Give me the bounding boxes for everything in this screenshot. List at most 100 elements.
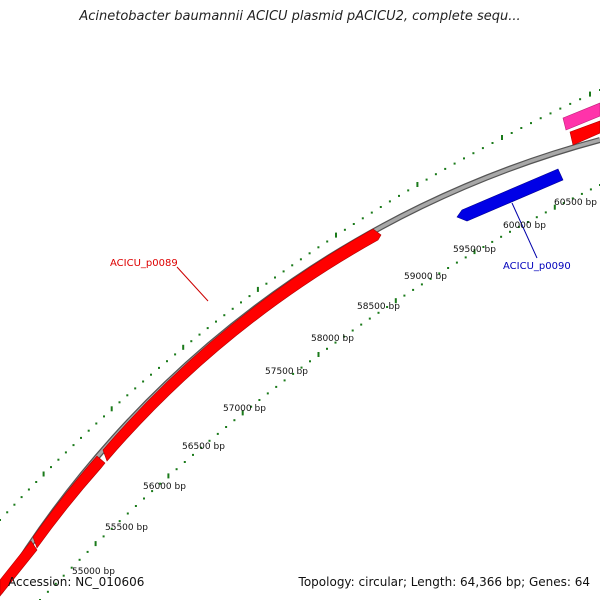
backbone-circle	[0, 138, 600, 593]
gc-dot	[500, 235, 503, 238]
gc-dot	[388, 200, 391, 203]
gc-dot	[491, 142, 494, 144]
gc-dot	[50, 466, 52, 469]
gc-dot	[275, 385, 278, 388]
gc-dot	[501, 135, 503, 140]
gc-dot	[569, 102, 572, 105]
gc-dot	[158, 366, 160, 369]
gc-dot	[447, 267, 450, 269]
tick-label: 58500 bp	[357, 302, 400, 312]
gc-dot	[473, 249, 476, 255]
gc-dot	[241, 410, 244, 416]
gc-dot	[463, 157, 465, 160]
gc-dot	[134, 505, 137, 507]
gc-dot	[553, 204, 556, 210]
gene-arrow-p0092[interactable]	[562, 102, 600, 131]
gene-arrow-acicu-p0090[interactable]	[456, 168, 564, 222]
gc-dot	[57, 458, 60, 461]
gc-dot	[6, 511, 9, 514]
gc-dot	[352, 223, 355, 225]
gc-dot	[530, 122, 532, 125]
gc-dot	[134, 387, 137, 390]
gc-dot	[334, 341, 337, 344]
gc-dot	[231, 307, 234, 310]
gc-dot	[562, 202, 565, 204]
gc-dot	[167, 473, 170, 479]
gc-dot	[143, 497, 145, 500]
gc-dot	[526, 221, 529, 223]
gc-dot	[326, 240, 329, 243]
gc-dot	[282, 270, 285, 273]
gc-dot	[472, 152, 475, 155]
gc-dot	[535, 216, 538, 219]
gc-dot	[95, 422, 98, 425]
gc-dot	[102, 535, 105, 538]
gene-arrow-p0088[interactable]	[32, 455, 106, 549]
gc-dot	[517, 225, 520, 228]
gc-dot	[309, 360, 311, 363]
gc-dot	[317, 352, 320, 357]
gc-dot	[118, 401, 121, 404]
gc-dot	[379, 206, 382, 208]
gc-dot	[142, 380, 145, 383]
gc-dot	[580, 192, 583, 195]
tick-label: 59000 bp	[404, 272, 447, 282]
gc-dot	[351, 329, 354, 332]
gc-dot	[86, 550, 89, 553]
gc-dot	[13, 503, 16, 506]
gc-dot	[386, 306, 389, 308]
gc-dot	[200, 446, 203, 449]
gc-dot	[250, 405, 253, 408]
gc-dot	[216, 432, 219, 435]
tick-label: 56500 bp	[182, 442, 225, 452]
gc-dot	[198, 333, 201, 336]
gene-arrow-acicu-p0089[interactable]	[102, 228, 382, 462]
gc-dot	[80, 436, 82, 439]
summary-text: Topology: circular; Length: 64,366 bp; G…	[298, 575, 590, 589]
gc-dot	[62, 574, 65, 577]
gc-dot	[509, 230, 511, 233]
gc-dot	[579, 98, 582, 101]
gc-dot	[416, 182, 419, 187]
gc-dot	[0, 519, 1, 521]
gc-dot	[240, 301, 242, 304]
gc-dot	[54, 582, 57, 585]
gc-dot	[403, 294, 406, 297]
gc-dot	[434, 173, 437, 176]
gc-dot	[258, 399, 261, 401]
accession-text: Accession: NC_010606	[8, 575, 145, 589]
gc-dot	[110, 406, 113, 412]
gc-dot	[370, 211, 373, 214]
gc-dot	[72, 444, 75, 447]
gc-inner-ring	[39, 184, 600, 600]
gc-dot	[266, 392, 269, 395]
label-line-acicu-p0089	[176, 266, 209, 302]
gc-dot	[225, 426, 228, 428]
gc-dot	[265, 282, 268, 285]
tick-label: 60000 bp	[503, 221, 546, 231]
gene-arrow-p0091[interactable]	[569, 120, 600, 146]
gc-dot	[398, 194, 400, 197]
gene-label-acicu-p0089[interactable]: ACICU_p0089	[110, 258, 178, 269]
gc-dot	[412, 288, 415, 291]
gene-label-acicu-p0090[interactable]: ACICU_p0090	[503, 261, 571, 272]
gc-dot	[589, 188, 592, 191]
gc-dot	[317, 246, 320, 249]
gc-dot	[571, 197, 574, 200]
gc-dot	[343, 335, 346, 338]
gc-dot	[110, 527, 113, 530]
tick-label: 57500 bp	[265, 367, 308, 377]
tick-label: 57000 bp	[223, 404, 266, 414]
tick-label: 59500 bp	[453, 245, 496, 255]
gene-arrow-p0087[interactable]	[0, 540, 38, 597]
gc-dot	[589, 91, 591, 97]
gc-dot	[455, 261, 458, 264]
tick-labels: 55000 bp 55500 bp 56000 bp 56500 bp 5700…	[72, 198, 597, 577]
map-title: Acinetobacter baumannii ACICU plasmid pA…	[79, 9, 521, 24]
backbone-shadow	[0, 137, 600, 594]
gc-dot	[283, 379, 286, 382]
gc-dot	[150, 373, 152, 376]
gc-dot	[292, 372, 295, 375]
tick-label: 56000 bp	[143, 482, 186, 492]
gc-dot	[151, 490, 154, 493]
